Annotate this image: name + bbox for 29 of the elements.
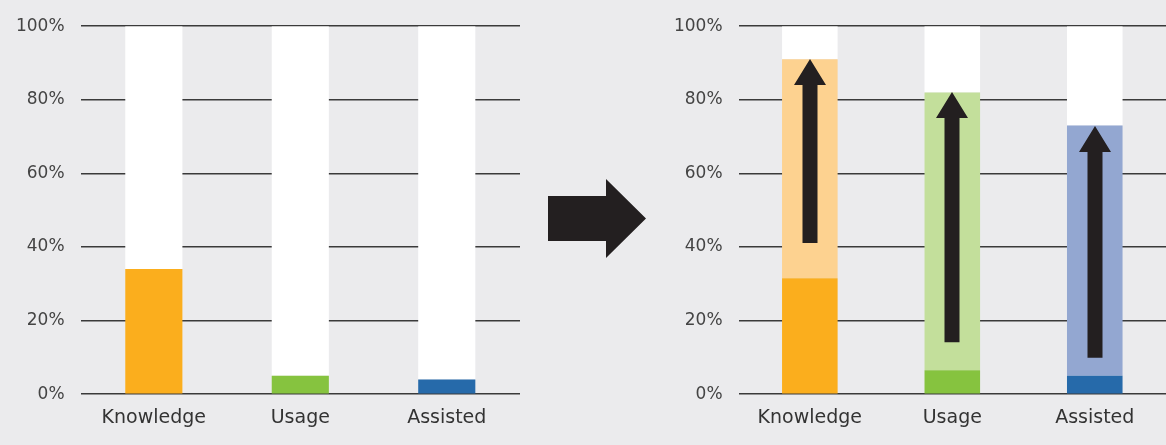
y-tick-label: 80% <box>26 88 65 109</box>
y-tick-label: 100% <box>15 14 65 35</box>
x-tick-label: Knowledge <box>757 404 863 427</box>
y-tick-label: 20% <box>26 309 65 330</box>
y-tick-label: 40% <box>26 235 65 256</box>
y-tick-label: 80% <box>684 88 723 109</box>
bar <box>924 26 981 93</box>
y-tick-label: 100% <box>673 14 723 35</box>
y-tick-label: 60% <box>684 161 723 182</box>
x-tick-label: Knowledge <box>101 404 207 427</box>
bar <box>271 375 329 394</box>
y-tick-label: 20% <box>684 309 723 330</box>
bar <box>1066 375 1123 394</box>
bar <box>782 26 838 60</box>
y-tick-label: 0% <box>37 382 65 403</box>
y-tick-label: 60% <box>26 161 65 182</box>
y-tick-label: 0% <box>695 382 723 403</box>
bar <box>782 278 838 394</box>
bar <box>924 370 981 394</box>
x-tick-label: Usage <box>270 404 330 427</box>
x-tick-label: Assisted <box>1055 404 1135 427</box>
bar <box>125 269 183 394</box>
bar <box>271 26 329 376</box>
bar <box>125 26 183 270</box>
bar <box>418 379 476 394</box>
y-tick-label: 40% <box>684 235 723 256</box>
bar <box>418 26 476 380</box>
x-tick-label: Usage <box>922 404 982 427</box>
x-tick-label: Assisted <box>407 404 487 427</box>
